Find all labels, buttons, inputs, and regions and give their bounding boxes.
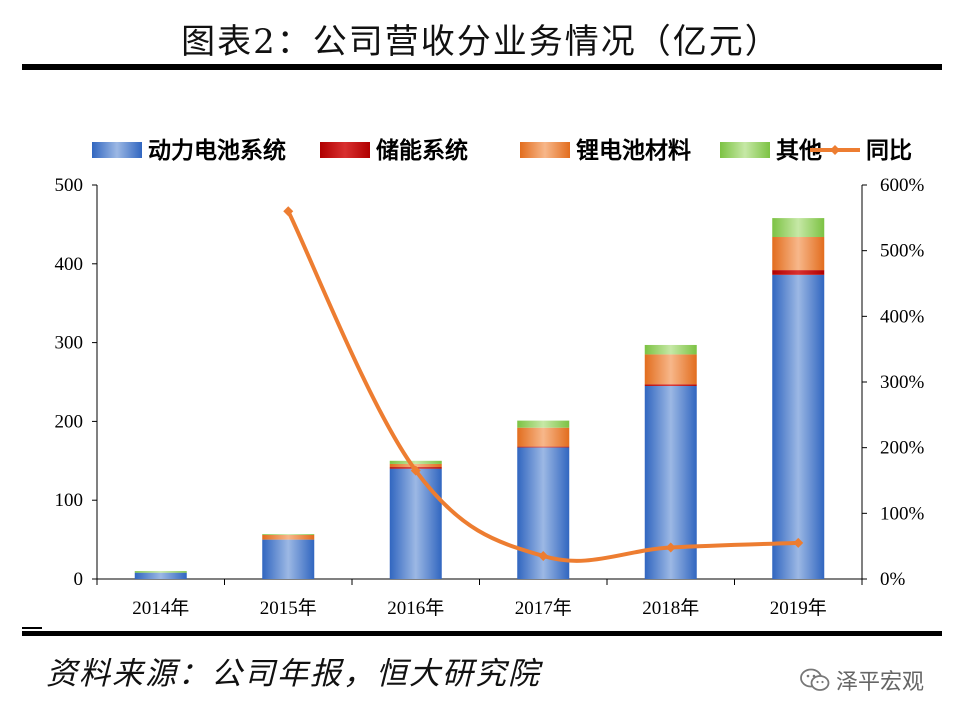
- legend-swatch: [92, 142, 142, 158]
- y-right-tick-label: 300%: [880, 372, 925, 393]
- yoy-line: [286, 210, 799, 563]
- bar-segment: [644, 344, 697, 355]
- x-tick-label: 2018年: [642, 597, 699, 619]
- page-title: 图表2：公司营收分业务情况（亿元）: [181, 22, 781, 62]
- legend-label: 同比: [866, 138, 912, 164]
- bar-segment: [517, 420, 570, 428]
- bar-segment: [644, 354, 697, 385]
- bar-segment: [262, 539, 315, 579]
- y-left-tick-label: 500: [55, 175, 84, 196]
- yoy-marker: [410, 465, 421, 476]
- y-right-tick-label: 400%: [880, 306, 925, 327]
- yoy-marker: [283, 206, 294, 217]
- bar-segment: [389, 468, 442, 579]
- top-rule: [22, 64, 942, 70]
- bar-segment: [262, 534, 315, 540]
- y-right-tick-label: 500%: [880, 241, 925, 262]
- y-left-tick-label: 200: [55, 411, 84, 432]
- bar-segment: [772, 270, 825, 275]
- legend-marker: [830, 145, 840, 155]
- bar-segment: [389, 463, 442, 468]
- bar-segment: [772, 218, 825, 238]
- legend-swatch: [520, 142, 570, 158]
- y-left-tick-label: 100: [55, 490, 84, 511]
- legend-swatch: [320, 142, 370, 158]
- yoy-marker: [538, 551, 549, 562]
- wechat-icon: [800, 668, 830, 691]
- bar-segment: [262, 534, 315, 535]
- source-note: 资料来源：公司年报，恒大研究院: [46, 656, 541, 692]
- x-tick-label: 2015年: [260, 597, 317, 619]
- watermark-text: 泽平宏观: [836, 670, 925, 695]
- bar-segment: [772, 237, 825, 271]
- x-tick-label: 2019年: [770, 597, 827, 619]
- bar-segment: [134, 571, 187, 573]
- bottom-rule: [22, 631, 942, 636]
- bar-segment: [134, 572, 187, 579]
- yoy-marker: [793, 537, 804, 548]
- y-right-tick-label: 200%: [880, 438, 925, 459]
- x-tick-label: 2016年: [387, 597, 444, 619]
- y-right-tick-label: 100%: [880, 503, 925, 524]
- bottom-rule-tick: [22, 627, 42, 629]
- x-tick-label: 2014年: [132, 597, 189, 619]
- bar-segment: [517, 446, 570, 448]
- legend-label: 锂电池材料: [576, 138, 691, 164]
- legend-label: 储能系统: [376, 137, 468, 164]
- y-right-tick-label: 0%: [880, 569, 906, 590]
- y-left-tick-label: 300: [55, 333, 84, 354]
- bar-segment: [644, 384, 697, 386]
- bar-segment: [389, 460, 442, 464]
- watermark: 泽平宏观: [800, 664, 924, 696]
- legend-label: 动力电池系统: [148, 137, 286, 164]
- x-tick-label: 2017年: [515, 597, 572, 619]
- y-left-tick-label: 400: [55, 254, 84, 275]
- yoy-marker: [665, 542, 676, 553]
- y-right-tick-label: 600%: [880, 175, 925, 196]
- bar-segment: [517, 427, 570, 447]
- bar-segment: [772, 274, 825, 579]
- legend-swatch: [720, 142, 770, 158]
- y-left-tick-label: 0: [74, 569, 84, 590]
